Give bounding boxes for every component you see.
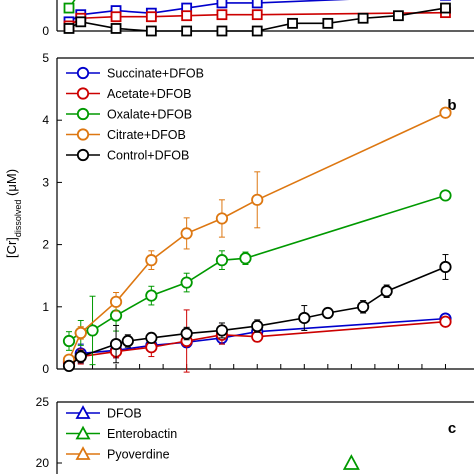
- panel-a-data-point: [110, 23, 122, 34]
- panel-b-data-point: [180, 227, 193, 240]
- panel-b: 0 1 2 3 4 5 [Cr]dissolved (μM) b Succinate+DFOB A…: [4, 51, 474, 376]
- panel-b-data-point: [145, 289, 158, 302]
- panel-c-y-tick-label: 25: [36, 395, 50, 409]
- panel-c-legend-label: Pyoverdine: [107, 448, 170, 462]
- panel-b-legend-label: Acetate+DFOB: [107, 87, 191, 101]
- panel-b-data-point: [251, 330, 264, 343]
- panel-b-y-tick-label: 1: [42, 300, 49, 314]
- panel-b-data-point: [439, 315, 452, 328]
- panel-b-letter: b: [447, 97, 456, 114]
- panel-b-data-point: [439, 189, 452, 202]
- panel-b-y-tick-label: 4: [42, 113, 49, 127]
- panel-a: 0: [42, 0, 474, 38]
- panel-b-data-point: [380, 285, 393, 298]
- panel-a-series-line: [68, 0, 350, 23]
- panel-b-data-point: [251, 193, 264, 206]
- panel-b-data-point: [239, 252, 252, 265]
- panel-a-y-tick-label: 0: [42, 24, 49, 38]
- panel-a-series-line: [68, 7, 446, 32]
- panel-b-data-point: [109, 309, 123, 322]
- panel-b-data-point: [74, 326, 87, 340]
- panel-c-legend-marker: [75, 446, 91, 460]
- panel-a-data-point: [110, 11, 122, 23]
- panel-b-data-point: [298, 311, 311, 325]
- panel-a-data-point: [357, 12, 369, 24]
- panel-c-letter: c: [448, 420, 456, 437]
- panel-a-data-point: [145, 25, 157, 37]
- panel-a-data-point: [216, 9, 228, 21]
- panel-b-y-tick-label: 5: [42, 51, 49, 65]
- panel-b-legend-marker: [76, 128, 90, 141]
- panel-a-data-point: [63, 23, 75, 34]
- panel-c-data-point: [342, 454, 360, 470]
- panel-a-data-point: [216, 25, 228, 37]
- panel-b-data-point: [180, 276, 193, 289]
- panel-b-data-point: [145, 331, 158, 344]
- panel-b-series-line: [68, 112, 446, 360]
- panel-b-data-point: [74, 350, 87, 363]
- panel-c-legend-marker: [75, 405, 91, 419]
- panel-a-data-point: [145, 11, 157, 23]
- panel-a-data-point: [63, 2, 75, 14]
- panel-b-y-tick-label: 0: [42, 362, 49, 376]
- panel-b-data-point: [439, 106, 452, 119]
- panel-b-data-point: [62, 334, 76, 348]
- panel-b-data-point: [145, 254, 158, 267]
- panel-a-data-point: [251, 0, 263, 9]
- panel-b-legend-marker: [76, 87, 90, 100]
- panel-c: 20 25 c DFOB Enterobactin Pyoverdine: [36, 395, 474, 474]
- panel-a-data-point: [393, 10, 404, 22]
- panel-b-legend-marker: [76, 107, 90, 121]
- panel-b-legend-marker: [76, 148, 90, 162]
- panel-b-data-point: [215, 254, 229, 267]
- panel-a-data-point: [181, 25, 193, 37]
- panel-b-data-point: [439, 260, 452, 274]
- panel-b-data-point: [62, 359, 76, 372]
- panel-b-data-point: [321, 306, 334, 320]
- panel-a-data-point: [75, 16, 87, 28]
- panel-b-y-tick-label: 2: [42, 238, 49, 252]
- panel-b-data-point: [357, 300, 370, 313]
- panel-b-data-point: [215, 212, 229, 225]
- panel-a-series-line: [68, 11, 446, 27]
- panel-b-y-axis-title: [Cr]dissolved (μM): [4, 169, 23, 258]
- panel-c-y-tick-label: 20: [36, 456, 50, 470]
- panel-a-data-point: [181, 10, 193, 22]
- panel-b-data-point: [121, 334, 134, 348]
- panel-b-legend-label: Oxalate+DFOB: [107, 108, 192, 122]
- panel-b-data-point: [109, 338, 123, 351]
- panel-b-data-point: [180, 327, 193, 340]
- panel-c-legend-marker: [75, 425, 91, 440]
- panel-b-data-point: [109, 295, 123, 308]
- panel-b-legend-label: Citrate+DFOB: [107, 128, 186, 142]
- panel-a-data-point: [287, 17, 298, 29]
- panel-b-data-point: [215, 324, 229, 337]
- panel-a-data-point: [251, 9, 263, 21]
- panel-b-legend-label: Control+DFOB: [107, 149, 189, 163]
- panel-a-data-point: [251, 25, 263, 37]
- panel-b-legend-marker: [76, 66, 90, 80]
- panel-a-data-point: [322, 17, 334, 29]
- panel-b-data-point: [251, 319, 264, 333]
- panel-c-legend-label: DFOB: [107, 407, 142, 421]
- panel-b-data-point: [86, 324, 99, 337]
- panel-c-legend-label: Enterobactin: [107, 427, 177, 441]
- panel-a-data-point: [440, 2, 451, 14]
- panel-b-legend-label: Succinate+DFOB: [107, 67, 204, 81]
- panel-a-data-point: [216, 0, 228, 9]
- panel-b-y-tick-label: 3: [42, 175, 49, 189]
